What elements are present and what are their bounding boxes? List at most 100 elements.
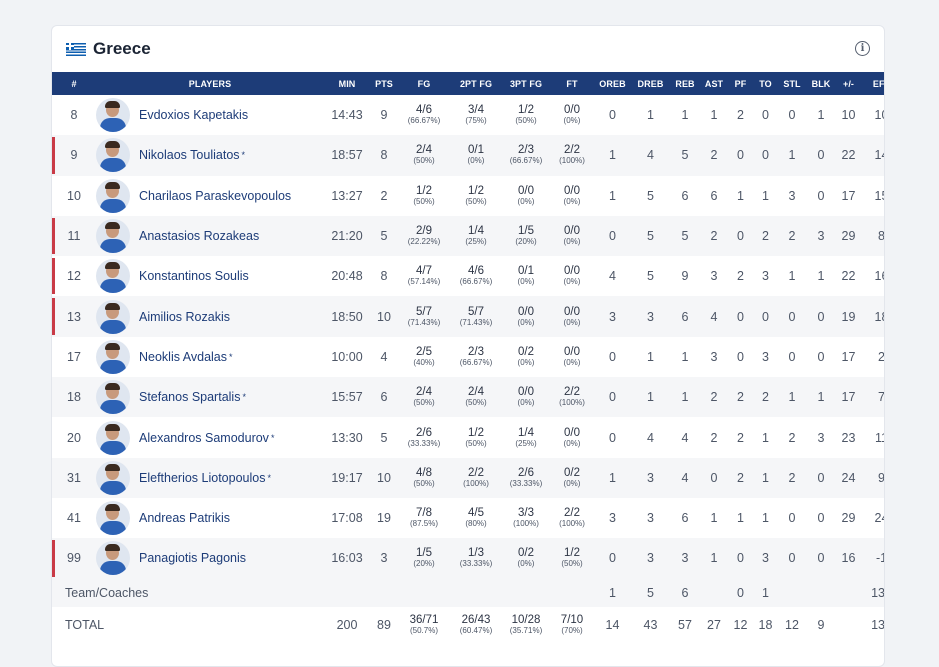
pm-cell: 22 [841,269,856,284]
player-avatar[interactable] [96,219,130,254]
to-cell: 0 [762,108,769,123]
empty-cell [398,579,450,607]
column-header[interactable]: +/- [842,78,855,89]
player-avatar[interactable] [96,98,130,133]
points-cell: 9 [380,108,388,123]
ast-cell: 1 [710,511,718,526]
ft-made-attempted: 0/2 [564,466,580,479]
minutes-cell: 10:00 [331,349,363,364]
fg-made-attempted: 4/8 [416,466,432,479]
fg3-cell: 10/28 (35.71%) [502,607,550,643]
blk-cell: 9 [817,617,825,632]
player-avatar[interactable] [96,339,130,374]
pm-cell: 24 [841,470,856,485]
player-avatar[interactable] [96,541,130,576]
column-header[interactable]: 3PT FG [509,78,543,89]
ft-made-attempted: 7/10 [560,613,584,626]
pf-cell: 2 [737,269,744,284]
player-avatar[interactable] [96,138,130,173]
column-header[interactable]: MIN [338,78,356,89]
fg-made-attempted: 2/6 [416,426,432,439]
oreb-cell: 14 [605,617,620,632]
fg-cell: 7/8 (87.5%) [398,498,450,538]
column-header[interactable]: 2PT FG [459,78,493,89]
player-name-link[interactable]: Nikolaos Touliatos [139,148,240,163]
stl-cell: 0 [788,108,796,123]
eff-cell: 14 [874,148,884,163]
player-cell: Evdoxios Kapetakis [96,95,324,135]
fg3-made-attempted: 0/0 [518,305,534,318]
player-avatar[interactable] [96,178,130,213]
column-header[interactable]: BLK [811,78,831,89]
fg-made-attempted: 4/6 [416,104,432,117]
fg2-cell: 2/2 (100%) [450,458,502,498]
fg2-made-attempted: 2/2 [468,466,484,479]
blk-cell: 1 [817,390,825,405]
column-header[interactable]: PTS [375,78,393,89]
player-cell: Eleftherios Liotopoulos * [96,458,324,498]
stl-cell: 0 [788,511,796,526]
stl-cell: 2 [788,229,796,244]
player-name-link[interactable]: Neoklis Avdalas [139,349,228,364]
jersey-number-cell: 18 [52,377,96,417]
stl-cell: 2 [788,430,796,445]
player-avatar[interactable] [96,420,130,455]
jersey-number: 17 [67,349,81,364]
minutes-cell: 200 [336,617,358,632]
pf-cell: 2 [737,390,744,405]
fg2-made-attempted: 1/2 [468,426,484,439]
points-cell: 8 [380,148,388,163]
player-avatar[interactable] [96,259,130,294]
player-avatar[interactable] [96,501,130,536]
column-header[interactable]: PLAYERS [188,78,232,89]
reb-cell: 3 [681,551,689,566]
dreb-cell: 3 [647,511,654,526]
column-header[interactable]: STL [783,78,801,89]
player-name-link[interactable]: Alexandros Samodurov [139,430,269,445]
player-avatar[interactable] [96,380,130,415]
player-avatar[interactable] [96,460,130,495]
reb-cell: 6 [681,585,689,600]
player-name-link[interactable]: Anastasios Rozakeas [139,229,260,244]
fg-percentage: (40%) [413,357,435,367]
player-name-link[interactable]: Evdoxios Kapetakis [139,108,249,123]
info-icon[interactable]: i [855,41,870,56]
eff-cell: 15 [874,188,884,203]
player-name-link[interactable]: Andreas Patrikis [139,511,231,526]
dreb-cell: 3 [647,470,654,485]
column-header[interactable]: EFF [872,78,885,89]
column-header[interactable]: FT [566,78,578,89]
column-header[interactable]: PF [734,78,747,89]
fg3-percentage: (20%) [515,237,537,247]
fg-percentage: (20%) [413,559,435,569]
player-name-link[interactable]: Konstantinos Soulis [139,269,249,284]
pf-cell: 0 [737,349,744,364]
column-header[interactable]: TO [759,78,772,89]
fg-percentage: (50%) [413,398,435,408]
column-header[interactable]: DREB [637,78,664,89]
fg-cell: 36/71 (50.7%) [398,607,450,643]
player-name-link[interactable]: Stefanos Spartalis [139,390,241,405]
column-header[interactable]: # [71,78,77,89]
column-header[interactable]: REB [675,78,695,89]
player-cell: Andreas Patrikis [96,498,324,538]
jersey-number: 9 [70,148,78,163]
player-name-link[interactable]: Aimilios Rozakis [139,309,230,324]
fg2-cell: 4/6 (66.67%) [450,256,502,296]
player-avatar[interactable] [96,299,130,334]
starter-mark: * [242,392,246,403]
fg-made-attempted: 2/9 [416,225,432,238]
to-cell: 0 [762,309,769,324]
stl-cell: 12 [785,617,799,632]
blk-cell: 0 [817,349,825,364]
fg-percentage: (33.33%) [407,438,441,448]
player-info: Neoklis Avdalas * [96,339,324,374]
column-header[interactable]: AST [704,78,724,89]
player-name-link[interactable]: Eleftherios Liotopoulos [139,470,266,485]
fg-percentage: (87.5%) [409,519,438,529]
stl-cell: 1 [788,148,796,163]
column-header[interactable]: OREB [599,78,626,89]
column-header[interactable]: FG [417,78,431,89]
player-name-link[interactable]: Charilaos Paraskevopoulos [139,188,292,203]
player-name-link[interactable]: Panagiotis Pagonis [139,551,247,566]
